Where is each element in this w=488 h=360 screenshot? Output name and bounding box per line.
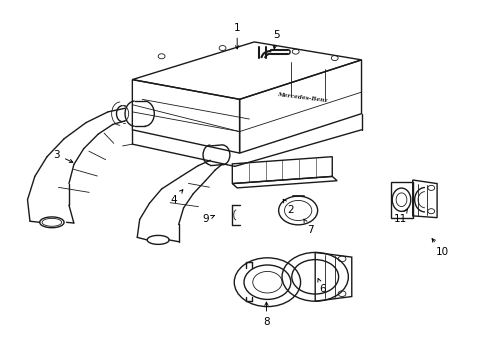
Text: 5: 5	[272, 30, 279, 49]
Text: Mercedes-Benz: Mercedes-Benz	[277, 92, 328, 103]
Text: 2: 2	[283, 199, 294, 216]
Text: 3: 3	[53, 150, 73, 162]
Text: 7: 7	[304, 219, 313, 235]
Text: 11: 11	[393, 209, 407, 224]
Text: 4: 4	[170, 190, 183, 205]
Text: 6: 6	[317, 279, 325, 294]
Text: 8: 8	[263, 302, 269, 327]
Text: 9: 9	[202, 215, 214, 224]
Text: 10: 10	[431, 239, 447, 257]
Text: 1: 1	[233, 23, 240, 49]
